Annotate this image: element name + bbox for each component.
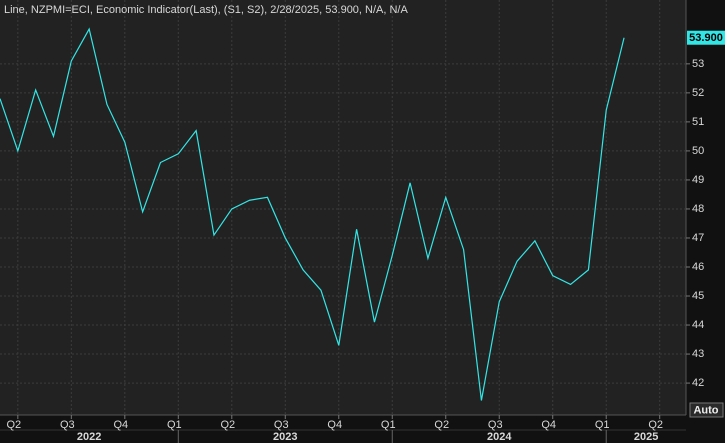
x-tick-label: Q3 bbox=[60, 419, 75, 431]
y-tick-label: 47 bbox=[692, 232, 704, 244]
x-tick-label: Q4 bbox=[113, 419, 128, 431]
y-tick-label: 44 bbox=[692, 319, 704, 331]
x-tick-label: Q2 bbox=[434, 419, 449, 431]
y-tick-label: 51 bbox=[692, 116, 704, 128]
year-label: 2025 bbox=[634, 431, 658, 443]
x-tick-label: Q4 bbox=[327, 419, 342, 431]
year-label: 2023 bbox=[273, 431, 297, 443]
y-tick-label: 43 bbox=[692, 348, 704, 360]
plot-area bbox=[0, 0, 686, 415]
auto-button-box[interactable] bbox=[689, 402, 724, 418]
x-tick-label: Q1 bbox=[167, 419, 182, 431]
x-tick-label: Q2 bbox=[220, 419, 235, 431]
grid bbox=[0, 0, 686, 415]
x-tick-label: Q2 bbox=[648, 419, 663, 431]
marks bbox=[0, 27, 625, 401]
y-tick-label: 53 bbox=[692, 58, 704, 70]
y-tick-label: 49 bbox=[692, 174, 704, 186]
last-value-box bbox=[687, 30, 725, 45]
y-tick-label: 48 bbox=[692, 203, 704, 215]
x-tick-label: Q3 bbox=[488, 419, 503, 431]
x-tick-label: Q1 bbox=[381, 419, 396, 431]
x-tick-label: Q1 bbox=[595, 419, 610, 431]
y-tick-label: 50 bbox=[692, 145, 704, 157]
x-tick-label: Q2 bbox=[6, 419, 21, 431]
chart-title: Line, NZPMI=ECI, Economic Indicator(Last… bbox=[4, 4, 408, 16]
y-axis-area bbox=[686, 0, 725, 415]
y-tick-label: 46 bbox=[692, 261, 704, 273]
series-line bbox=[0, 27, 625, 401]
x-tick-label: Q3 bbox=[274, 419, 289, 431]
x-axis-area bbox=[0, 415, 725, 443]
y-tick-label: 45 bbox=[692, 290, 704, 302]
x-tick-label: Q4 bbox=[541, 419, 556, 431]
year-label: 2024 bbox=[487, 431, 512, 443]
year-label: 2022 bbox=[77, 431, 101, 443]
auto-button[interactable]: Auto bbox=[693, 404, 718, 416]
y-tick-label: 52 bbox=[692, 87, 704, 99]
last-value-label: 53.900 bbox=[689, 32, 723, 44]
y-tick-label: 42 bbox=[692, 377, 704, 389]
